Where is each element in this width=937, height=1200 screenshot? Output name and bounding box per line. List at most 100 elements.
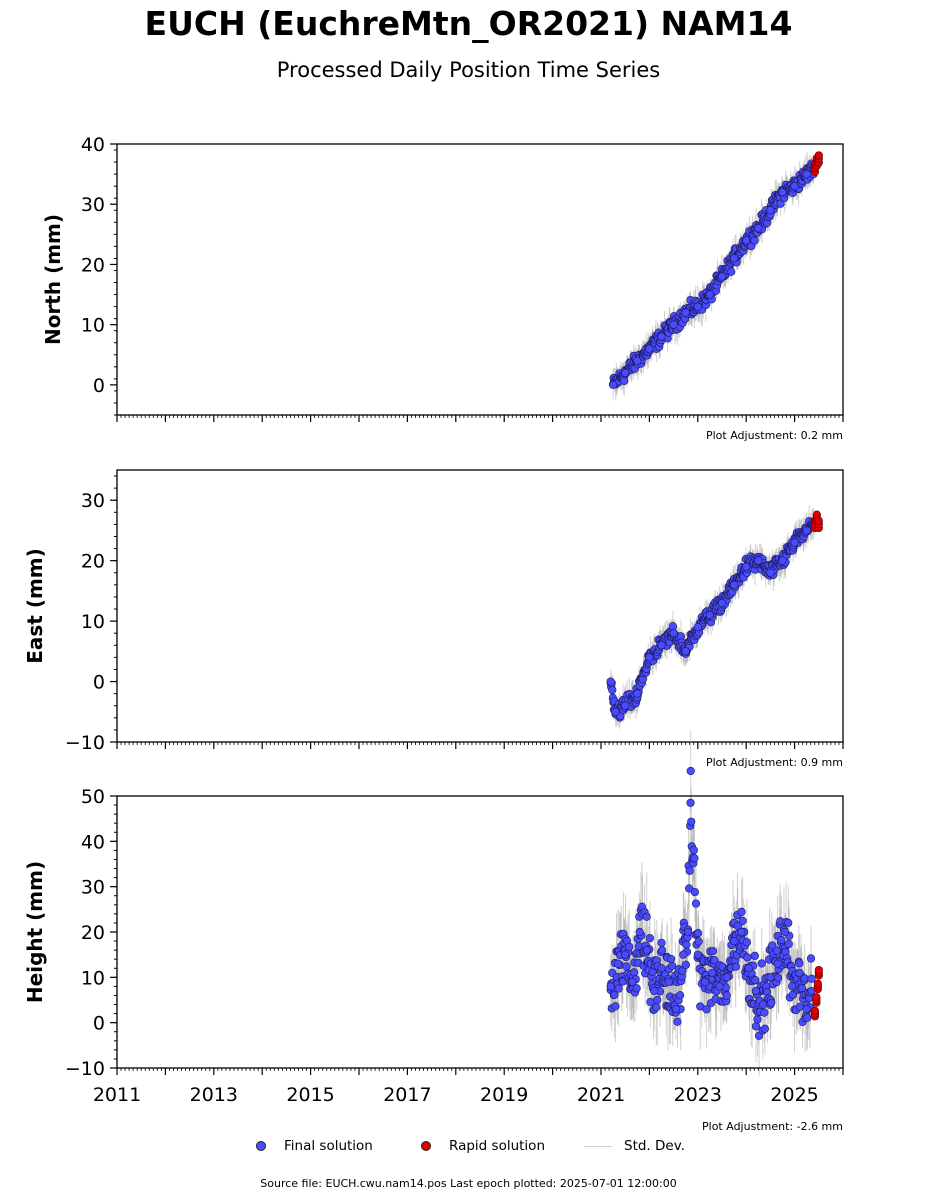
final-point (685, 884, 694, 893)
final-point (753, 1015, 762, 1024)
x-tick-label: 2025 (770, 1084, 818, 1106)
final-point (708, 968, 717, 977)
y-tick-label: 0 (93, 1013, 105, 1035)
final-point (664, 977, 673, 986)
final-point (689, 846, 698, 855)
final-point (717, 272, 727, 281)
y-tick-label: 40 (81, 831, 105, 853)
plot-frame (116, 795, 844, 1069)
final-point (693, 302, 702, 311)
final-point (614, 984, 623, 993)
y-tick-label: 30 (81, 490, 105, 512)
final-point (729, 254, 739, 263)
chart-subtitle: Processed Daily Position Time Series (276, 58, 661, 82)
final-point (750, 236, 759, 245)
rapid-solution-marker-icon (421, 1141, 431, 1151)
final-point (669, 629, 678, 638)
final-point (693, 950, 702, 959)
plot-adjustment-note: Plot Adjustment: 0.2 mm (706, 429, 843, 442)
rapid-solution-points (810, 510, 823, 533)
final-point (766, 973, 775, 982)
final-point (606, 982, 615, 991)
final-point (611, 1002, 620, 1011)
y-tick-label: 0 (93, 672, 105, 694)
rapid-point (814, 151, 823, 160)
final-point (744, 964, 753, 973)
legend: Final solution Rapid solution Std. Dev. (0, 1138, 937, 1158)
final-solution-points (606, 517, 819, 722)
y-tick-label: 30 (81, 194, 105, 216)
final-point (652, 1003, 661, 1012)
x-tick-label: 2013 (190, 1084, 238, 1106)
x-tick-label: 2011 (93, 1084, 141, 1106)
x-tick-label: 2015 (286, 1084, 334, 1106)
final-point (754, 556, 763, 565)
final-point (629, 968, 639, 977)
x-tick-label: 2021 (577, 1084, 625, 1106)
std-dev-line-icon (584, 1145, 612, 1147)
final-point (679, 950, 688, 959)
final-point (621, 701, 630, 710)
source-note: Source file: EUCH.cwu.nam14.pos Last epo… (260, 1177, 677, 1190)
rapid-point (814, 965, 823, 975)
final-point (742, 562, 751, 571)
y-tick-label: 10 (81, 611, 105, 633)
final-point (729, 580, 739, 589)
final-point (803, 1013, 812, 1022)
final-point (622, 962, 631, 971)
rapid-solution-points (810, 151, 823, 176)
final-point (784, 939, 793, 949)
final-point (802, 526, 811, 535)
final-point (727, 267, 736, 276)
panel-0: North (mm) 0 10 20 30 40 Plot Adjustment: 0.2 … (41, 134, 844, 442)
final-point (657, 938, 666, 947)
final-point (778, 188, 787, 197)
legend-final-label: Final solution (284, 1138, 373, 1154)
plot-adjustment-note: Plot Adjustment: -2.6 mm (702, 1120, 843, 1133)
rapid-solution-points (810, 965, 823, 1021)
final-point (645, 653, 654, 662)
plot-frame (116, 143, 844, 416)
final-point (671, 1004, 681, 1014)
final-point (693, 623, 702, 632)
y-tick-label: 20 (81, 551, 105, 573)
final-solution-points (608, 159, 819, 389)
final-point (608, 685, 617, 695)
final-point (715, 982, 724, 991)
final-point (722, 991, 731, 1000)
y-tick-label: −10 (65, 732, 105, 754)
y-tick-label: −10 (65, 1058, 105, 1080)
final-point (691, 899, 701, 908)
plot-frame (116, 469, 844, 743)
final-point (760, 1024, 770, 1033)
chart-title: EUCH (EuchreMtn_OR2021) NAM14 (144, 4, 793, 43)
final-point (621, 368, 630, 377)
final-point (729, 936, 739, 946)
final-point (632, 984, 641, 993)
final-point (738, 916, 747, 925)
final-point (742, 236, 751, 245)
final-point (653, 995, 662, 1005)
rapid-point (812, 993, 821, 1002)
y-tick-label: 10 (81, 967, 105, 989)
final-point (705, 610, 715, 620)
final-point (625, 942, 634, 951)
plot-adjustment-note: Plot Adjustment: 0.9 mm (706, 756, 843, 769)
x-tick-label: 2019 (480, 1084, 528, 1106)
legend-rapid: Rapid solution (421, 1138, 545, 1154)
x-tick-label: 2017 (383, 1084, 431, 1106)
final-point (795, 1002, 804, 1011)
final-point (678, 966, 687, 975)
y-tick-label: 20 (81, 922, 105, 944)
final-point (669, 320, 678, 329)
final-point (628, 977, 637, 986)
final-point (687, 817, 696, 826)
final-point (760, 1008, 769, 1017)
final-point (802, 170, 811, 179)
x-tick-label: 2023 (674, 1084, 722, 1106)
final-point (778, 556, 787, 565)
final-point (645, 934, 654, 943)
y-tick-label: 50 (81, 786, 105, 808)
final-solution-points (606, 766, 816, 1040)
